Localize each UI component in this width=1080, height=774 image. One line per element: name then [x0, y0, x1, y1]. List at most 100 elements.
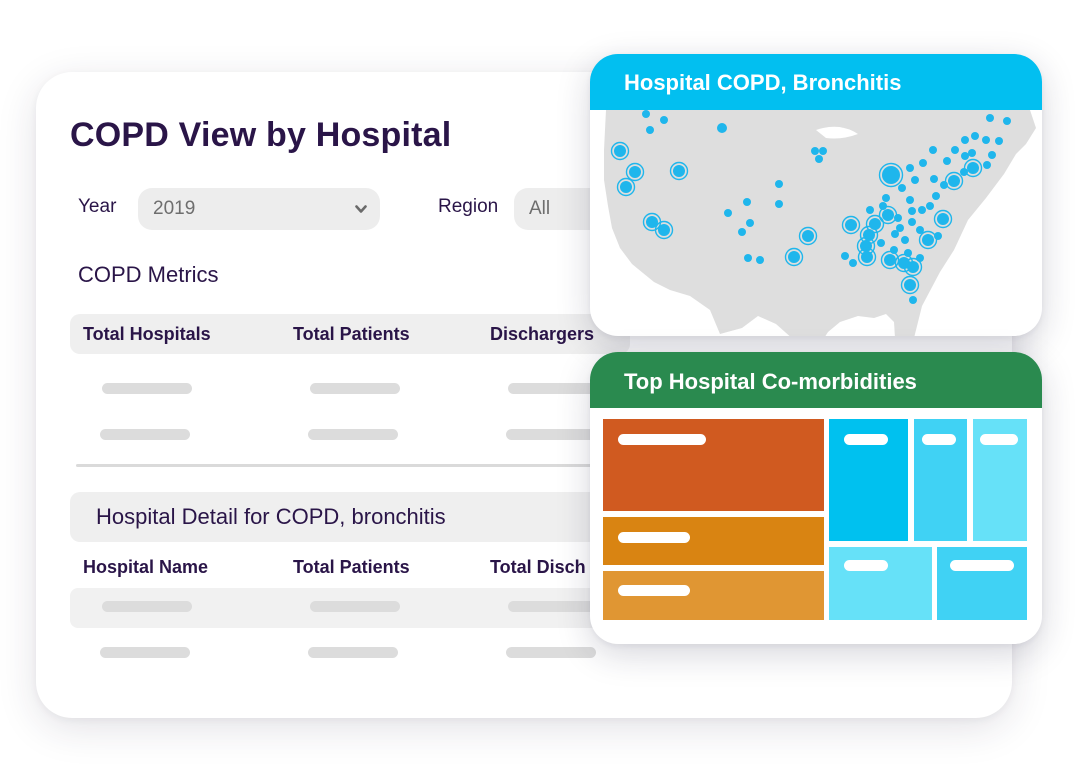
hospital-marker[interactable]: [908, 207, 916, 215]
hospital-marker[interactable]: [1003, 117, 1011, 125]
hospital-marker-ring: [841, 215, 861, 235]
metrics-placeholder: [310, 383, 400, 394]
hospital-marker[interactable]: [819, 147, 827, 155]
hospital-marker[interactable]: [901, 236, 909, 244]
treemap-tile-label: [844, 560, 888, 571]
hospital-marker[interactable]: [904, 279, 916, 291]
hospital-marker[interactable]: [746, 219, 754, 227]
hospital-marker[interactable]: [916, 254, 924, 262]
hospital-marker[interactable]: [877, 239, 885, 247]
hospital-marker[interactable]: [775, 180, 783, 188]
hospital-marker[interactable]: [861, 251, 873, 263]
hospital-marker[interactable]: [968, 149, 976, 157]
table-cell-placeholder: [506, 647, 596, 658]
hospital-marker[interactable]: [724, 209, 732, 217]
hospital-dots: [610, 110, 1011, 304]
hospital-marker[interactable]: [918, 206, 926, 214]
hospital-marker[interactable]: [717, 123, 727, 133]
hospital-marker[interactable]: [673, 165, 685, 177]
hospital-marker[interactable]: [775, 200, 783, 208]
hospital-marker[interactable]: [926, 202, 934, 210]
hospital-marker[interactable]: [988, 151, 996, 159]
hospital-marker[interactable]: [891, 230, 899, 238]
treemap-tile-label: [618, 434, 706, 445]
hospital-map-panel: Hospital COPD, Bronchitis: [590, 54, 1042, 336]
hospital-marker[interactable]: [983, 161, 991, 169]
us-map[interactable]: [590, 110, 1042, 336]
hospital-marker[interactable]: [642, 110, 650, 118]
hospital-marker[interactable]: [815, 155, 823, 163]
hospital-marker[interactable]: [884, 254, 896, 266]
hospital-marker[interactable]: [909, 296, 917, 304]
hospital-marker[interactable]: [960, 168, 968, 176]
hospital-marker[interactable]: [660, 116, 668, 124]
hospital-marker[interactable]: [738, 228, 746, 236]
hospital-marker[interactable]: [932, 192, 940, 200]
hospital-marker[interactable]: [916, 226, 924, 234]
hospital-marker[interactable]: [898, 184, 906, 192]
treemap-tile[interactable]: [829, 547, 932, 620]
hospital-marker[interactable]: [802, 230, 814, 242]
table-cell-placeholder: [308, 647, 398, 658]
hospital-marker[interactable]: [890, 246, 898, 254]
hospital-marker[interactable]: [629, 166, 641, 178]
hospital-marker[interactable]: [756, 256, 764, 264]
hospital-marker[interactable]: [982, 136, 990, 144]
hospital-marker-ring: [878, 205, 898, 225]
hospital-marker[interactable]: [971, 132, 979, 140]
year-select[interactable]: 2019: [138, 188, 380, 230]
hospital-marker[interactable]: [943, 157, 951, 165]
hospital-marker[interactable]: [995, 137, 1003, 145]
hospital-marker[interactable]: [967, 162, 979, 174]
metrics-placeholder: [506, 429, 596, 440]
hospital-marker[interactable]: [646, 216, 658, 228]
hospital-marker[interactable]: [658, 224, 670, 236]
hospital-marker[interactable]: [743, 198, 751, 206]
hospital-marker[interactable]: [904, 249, 912, 257]
region-select-value: All: [529, 198, 551, 219]
hospital-marker[interactable]: [929, 146, 937, 154]
metrics-header: [70, 314, 630, 354]
hospital-marker[interactable]: [986, 114, 994, 122]
hospital-marker[interactable]: [614, 145, 626, 157]
hospital-marker[interactable]: [911, 176, 919, 184]
hospital-marker[interactable]: [866, 206, 874, 214]
hospital-marker[interactable]: [951, 146, 959, 154]
treemap-tile[interactable]: [603, 419, 824, 511]
hospital-marker[interactable]: [906, 196, 914, 204]
hospital-marker[interactable]: [620, 181, 632, 193]
hospital-marker[interactable]: [907, 261, 919, 273]
hospital-marker[interactable]: [906, 164, 914, 172]
hospital-marker[interactable]: [898, 257, 910, 269]
treemap-tile[interactable]: [937, 547, 1027, 620]
hospital-marker[interactable]: [845, 219, 857, 231]
table-cell-placeholder: [102, 601, 192, 612]
hospital-marker[interactable]: [934, 232, 942, 240]
hospital-marker[interactable]: [882, 166, 900, 184]
hospital-marker[interactable]: [849, 259, 857, 267]
hospital-marker[interactable]: [841, 252, 849, 260]
treemap-tile-label: [950, 560, 1014, 571]
hospital-marker[interactable]: [922, 234, 934, 246]
hospital-marker[interactable]: [811, 147, 819, 155]
hospital-marker[interactable]: [961, 136, 969, 144]
hospital-marker[interactable]: [896, 224, 904, 232]
hospital-marker[interactable]: [879, 202, 887, 210]
us-land-shape: [604, 110, 1036, 336]
hospital-marker[interactable]: [882, 194, 890, 202]
hospital-marker[interactable]: [961, 152, 969, 160]
hospital-marker[interactable]: [744, 254, 752, 262]
hospital-marker[interactable]: [937, 213, 949, 225]
hospital-marker[interactable]: [930, 175, 938, 183]
hospital-marker[interactable]: [646, 126, 654, 134]
hospital-marker[interactable]: [788, 251, 800, 263]
hospital-marker[interactable]: [908, 218, 916, 226]
hospital-marker[interactable]: [919, 159, 927, 167]
table-cell-placeholder: [508, 601, 598, 612]
comorbidities-panel: Top Hospital Co-morbidities: [590, 352, 1042, 644]
hospital-marker[interactable]: [869, 218, 881, 230]
metrics-placeholder: [508, 383, 598, 394]
hospital-marker-ring: [857, 247, 877, 267]
hospital-marker[interactable]: [948, 175, 960, 187]
hospital-marker[interactable]: [882, 209, 894, 221]
